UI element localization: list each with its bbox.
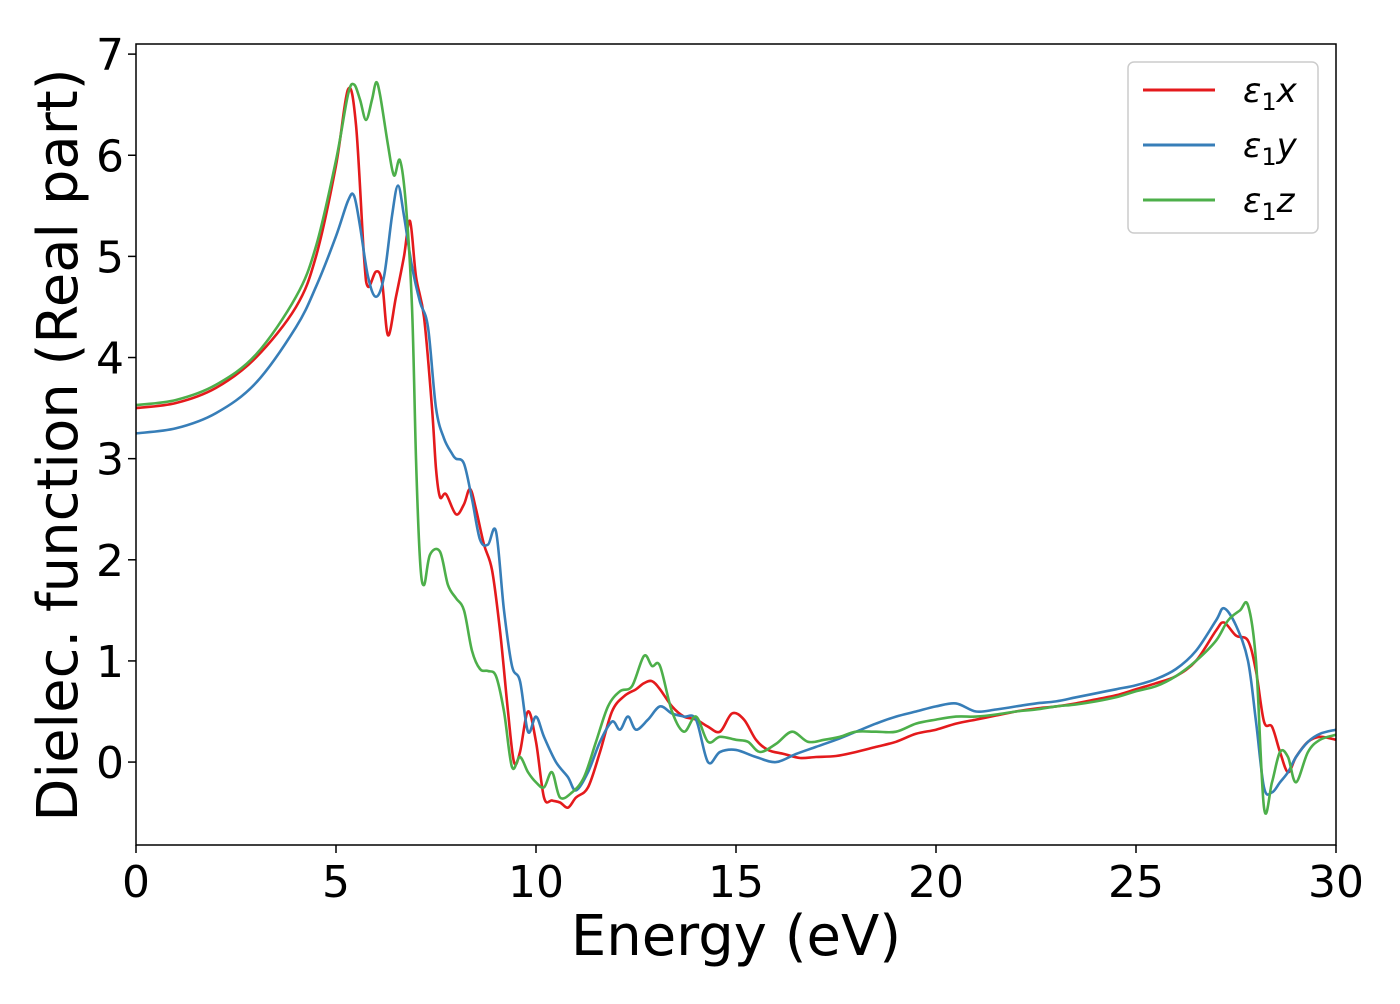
x-axis-label: Energy (eV) bbox=[571, 904, 901, 969]
x-tick-label: 20 bbox=[908, 857, 964, 908]
y-tick-label: 6 bbox=[96, 131, 124, 182]
legend-label-3: ε1z bbox=[1243, 181, 1296, 226]
x-tick-label: 25 bbox=[1108, 857, 1164, 908]
y-tick-label: 5 bbox=[96, 232, 124, 283]
x-tick-label: 5 bbox=[322, 857, 350, 908]
series-line-2 bbox=[135, 184, 1337, 796]
x-tick-label: 0 bbox=[122, 857, 150, 908]
series-line-1 bbox=[135, 86, 1337, 809]
legend-label-2: ε1y bbox=[1243, 126, 1298, 171]
x-tick-label: 30 bbox=[1308, 857, 1364, 908]
series-layer bbox=[135, 80, 1337, 815]
y-tick-label: 0 bbox=[96, 738, 124, 789]
y-tick-label: 1 bbox=[96, 637, 124, 688]
y-tick-label: 7 bbox=[96, 30, 124, 81]
legend-label-1: ε1x bbox=[1243, 71, 1298, 116]
x-tick-label: 15 bbox=[708, 857, 764, 908]
x-axis: 0 5 10 15 20 25 30 bbox=[122, 845, 1364, 908]
y-tick-label: 2 bbox=[96, 536, 124, 587]
legend-box bbox=[1127, 61, 1319, 234]
y-tick-label: 4 bbox=[96, 334, 124, 385]
x-tick-label: 10 bbox=[508, 857, 564, 908]
y-tick-label: 3 bbox=[96, 435, 124, 486]
series-line-3 bbox=[135, 80, 1337, 815]
y-axis-label: Dielec. function (Real part) bbox=[26, 68, 91, 821]
legend: ε1x ε1y ε1z bbox=[1127, 61, 1319, 234]
y-axis: 0 1 2 3 4 5 6 7 bbox=[96, 30, 136, 789]
